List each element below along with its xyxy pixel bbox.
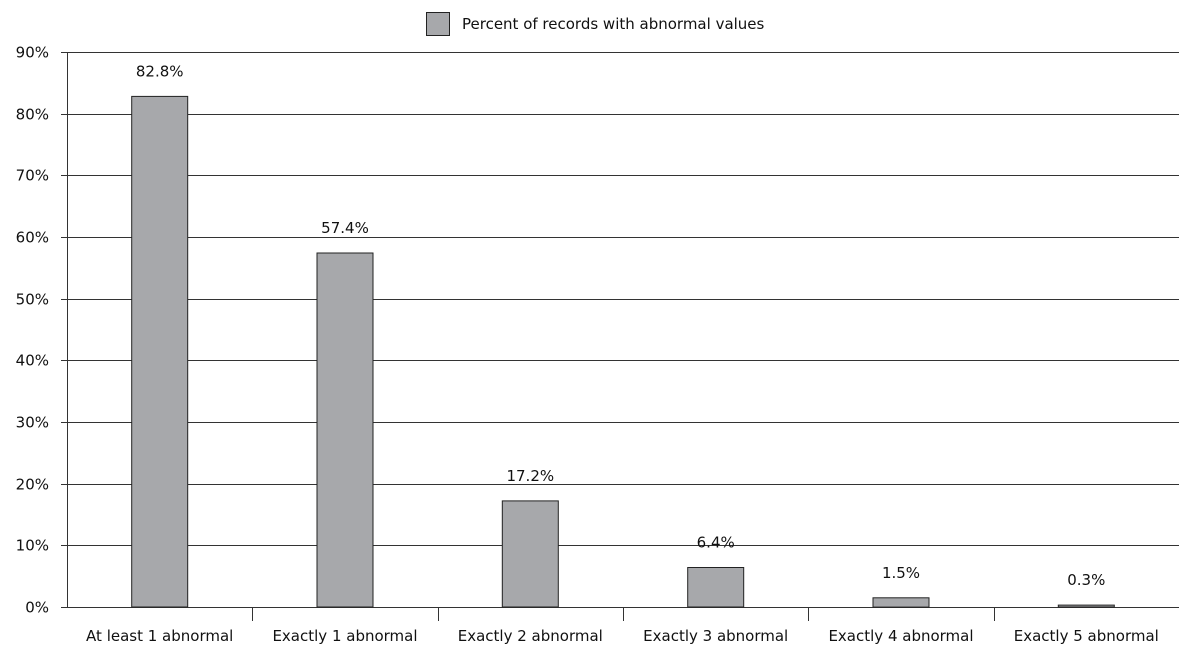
legend: Percent of records with abnormal values <box>426 12 764 36</box>
bar <box>1057 604 1115 608</box>
y-tick-label: 10% <box>16 537 49 555</box>
bar <box>316 252 374 608</box>
y-tick-label: 90% <box>16 44 49 62</box>
x-tick-label: Exactly 3 abnormal <box>643 627 788 645</box>
x-tick-label: Exactly 4 abnormal <box>828 627 973 645</box>
x-tick-label: Exactly 2 abnormal <box>458 627 603 645</box>
bar <box>131 95 189 608</box>
data-label: 6.4% <box>697 534 735 552</box>
data-label: 0.3% <box>1067 571 1105 589</box>
data-label: 1.5% <box>882 564 920 582</box>
x-tick-label: Exactly 5 abnormal <box>1014 627 1159 645</box>
bar <box>687 567 745 608</box>
data-label: 17.2% <box>506 467 554 485</box>
legend-swatch <box>426 12 450 36</box>
bar <box>872 597 930 608</box>
y-tick-label: 0% <box>25 599 49 617</box>
bar <box>501 500 559 608</box>
y-tick-label: 50% <box>16 291 49 309</box>
y-tick-label: 30% <box>16 414 49 432</box>
data-label: 57.4% <box>321 219 369 237</box>
y-tick-label: 20% <box>16 476 49 494</box>
y-tick-label: 40% <box>16 352 49 370</box>
legend-label: Percent of records with abnormal values <box>462 15 765 33</box>
data-label: 82.8% <box>136 62 184 80</box>
y-tick-label: 80% <box>16 106 49 124</box>
x-tick-label: Exactly 1 abnormal <box>272 627 417 645</box>
y-tick-label: 60% <box>16 229 49 247</box>
y-tick-label: 70% <box>16 167 49 185</box>
x-tick-label: At least 1 abnormal <box>86 627 233 645</box>
